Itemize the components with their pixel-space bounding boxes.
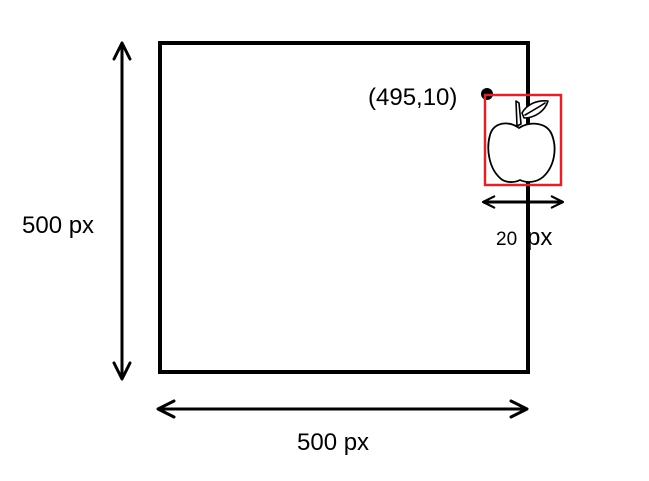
- height-label: 500 px: [22, 212, 94, 239]
- apple-icon: [487, 100, 556, 183]
- object-size-unit: px: [527, 224, 552, 251]
- object-size-number: 20: [496, 229, 517, 250]
- canvas-square: [158, 41, 530, 374]
- width-label: 500 px: [297, 429, 369, 456]
- object-bounding-box: [483, 93, 563, 187]
- point-coordinate-label: (495,10): [368, 84, 457, 111]
